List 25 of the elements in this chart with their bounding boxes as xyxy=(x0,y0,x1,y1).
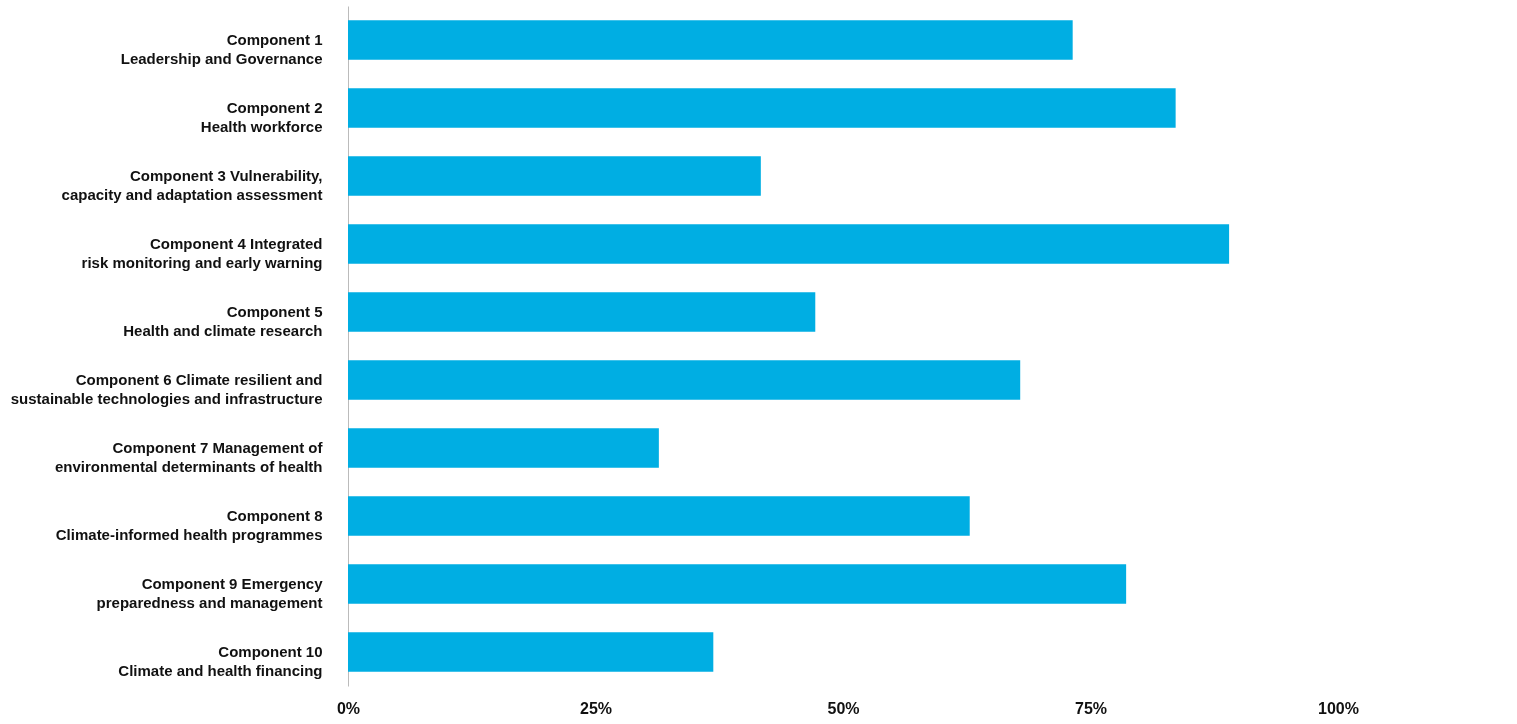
x-tick-label: 100% xyxy=(1318,699,1359,717)
bar xyxy=(348,564,1127,604)
bar xyxy=(348,20,1073,60)
bar xyxy=(348,360,1021,400)
x-tick-label: 0% xyxy=(336,699,361,717)
y-tick-label: Component 6 Climate resilient and sustainable technologies and infrastructure xyxy=(10,371,323,407)
bar xyxy=(348,156,761,196)
bar xyxy=(348,632,714,672)
y-tick-label: Component 7 Management of environmental determinants of health xyxy=(54,439,324,475)
bar xyxy=(348,88,1176,128)
x-tick-label: 50% xyxy=(827,699,860,717)
y-tick-label: Component 4 Integrated risk monitoring and early warning xyxy=(81,235,323,271)
x-tick-label: 75% xyxy=(1074,699,1108,717)
bar xyxy=(348,496,970,536)
y-tick-label: Component 1 Leadership and Governance xyxy=(120,31,323,67)
bar xyxy=(348,428,659,468)
y-tick-label: Component 5 Health and climate research xyxy=(123,303,323,339)
y-tick-label: Component 10 Climate and health financing xyxy=(118,643,323,679)
bar xyxy=(348,224,1230,264)
y-tick-label: Component 8 Climate-informed health programmes xyxy=(55,507,323,543)
y-tick-label: Component 3 Vulnerability, capacity and adaptation assessment xyxy=(61,167,323,203)
x-tick-label: 25% xyxy=(579,699,613,717)
bar xyxy=(348,292,816,332)
y-tick-label: Component 9 Emergency preparedness and management xyxy=(96,575,324,611)
y-tick-label: Component 2 Health workforce xyxy=(200,99,323,135)
